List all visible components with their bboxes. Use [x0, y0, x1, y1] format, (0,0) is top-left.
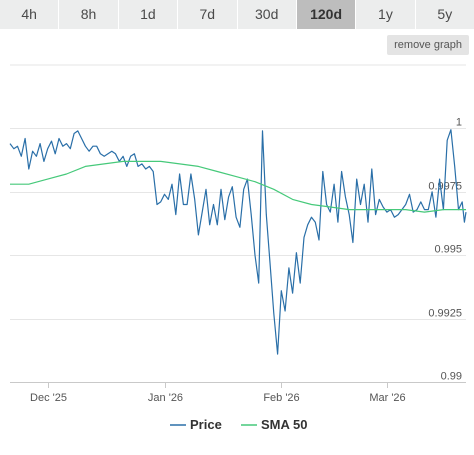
legend: Price SMA 50	[170, 417, 307, 432]
y-tick-label: 0.9925	[428, 308, 462, 320]
x-tick-label: Feb '26	[263, 392, 299, 404]
price-line	[9, 129, 467, 355]
x-tick-label: Dec '25	[30, 392, 67, 404]
y-tick-label: 0.99	[441, 371, 462, 383]
x-tick-label: Jan '26	[148, 392, 183, 404]
legend-label: Price	[190, 417, 222, 432]
legend-item-price: Price	[170, 417, 222, 432]
tab-7d[interactable]: 7d	[178, 0, 238, 29]
time-range-tabs: 4h 8h 1d 7d 30d 120d 1y 5y	[0, 0, 474, 29]
tab-1d[interactable]: 1d	[118, 0, 179, 29]
y-tick-label: 1	[456, 117, 462, 129]
remove-graph-button[interactable]: remove graph	[387, 35, 469, 55]
tab-1y[interactable]: 1y	[356, 0, 416, 29]
tab-5y[interactable]: 5y	[415, 0, 474, 29]
sma-50-line	[10, 160, 466, 213]
x-axis: Dec '25 Jan '26 Feb '26 Mar '26	[10, 382, 466, 404]
tab-30d[interactable]: 30d	[237, 0, 297, 29]
legend-item-sma-50: SMA 50	[241, 417, 307, 432]
tab-120d[interactable]: 120d	[296, 0, 357, 29]
y-tick-label: 0.995	[434, 244, 462, 256]
legend-label: SMA 50	[261, 417, 307, 432]
series-lines	[9, 129, 467, 355]
tab-8h[interactable]: 8h	[59, 0, 119, 29]
x-tick-label: Mar '26	[369, 392, 405, 404]
tab-4h[interactable]: 4h	[0, 0, 60, 29]
